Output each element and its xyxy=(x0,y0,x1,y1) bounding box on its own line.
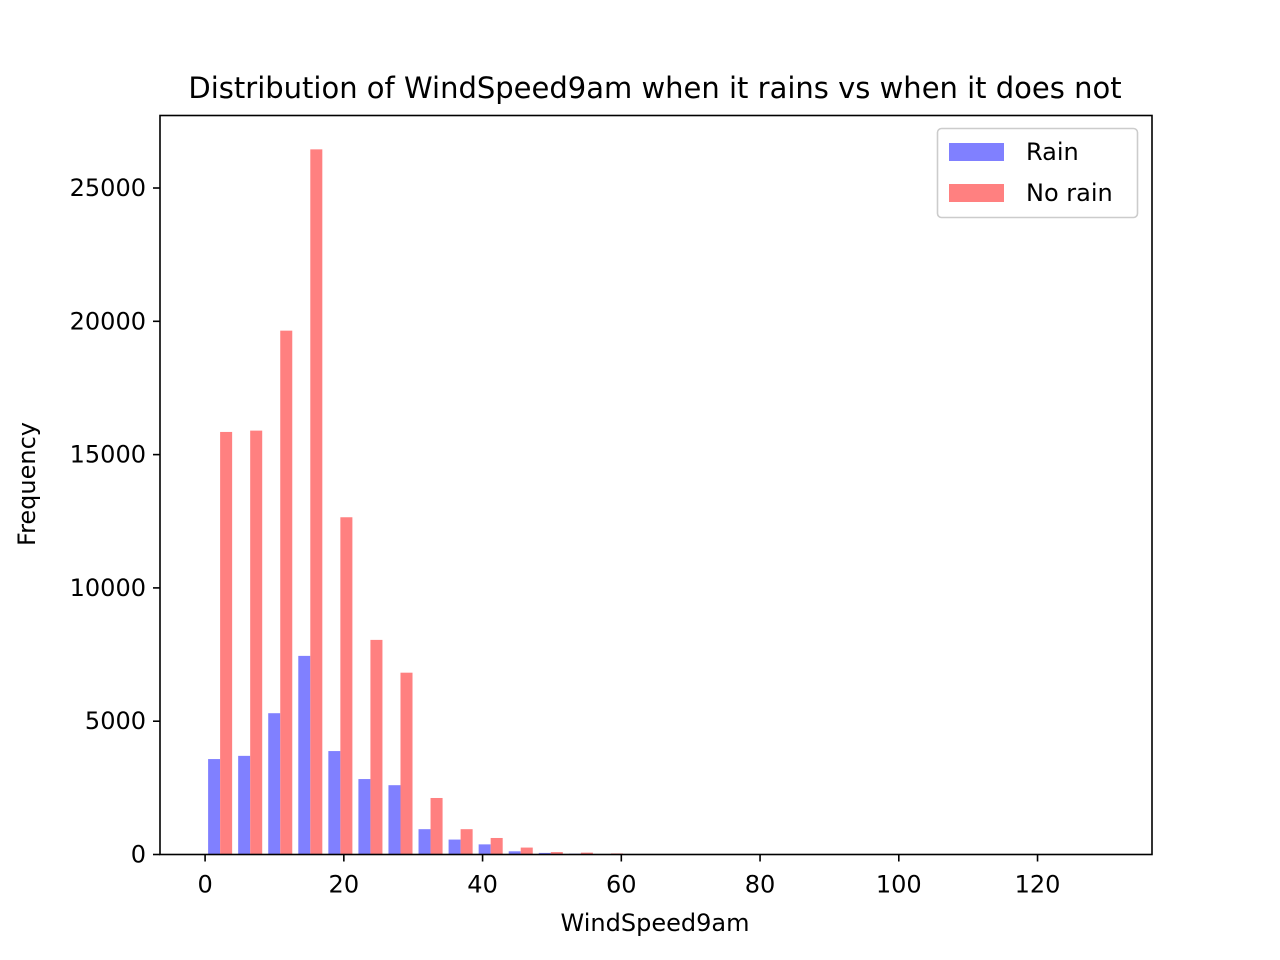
y-tick-label: 25000 xyxy=(70,174,146,202)
x-tick-label: 100 xyxy=(876,871,922,899)
bar-rain xyxy=(418,829,431,855)
legend-swatch-no-rain xyxy=(949,184,1004,202)
bar-rain xyxy=(388,785,401,855)
y-axis-ticks: 0 5000 10000 15000 20000 25000 xyxy=(70,174,160,869)
x-tick-label: 120 xyxy=(1015,871,1061,899)
bar-rain xyxy=(508,851,521,855)
bar-no-rain xyxy=(460,829,473,855)
bar-no-rain xyxy=(280,330,293,855)
bar-no-rain xyxy=(550,852,563,855)
legend-label-rain: Rain xyxy=(1026,138,1079,166)
bar-rain xyxy=(298,655,311,855)
bar-no-rain xyxy=(370,639,383,855)
bar-no-rain xyxy=(340,517,353,855)
plot-frame xyxy=(159,114,1153,856)
x-tick-label: 80 xyxy=(745,871,776,899)
x-tick-label: 60 xyxy=(606,871,637,899)
legend-swatch-rain xyxy=(949,143,1004,161)
bar-rain xyxy=(478,844,491,855)
y-tick-label: 15000 xyxy=(70,441,146,469)
bar-no-rain xyxy=(580,852,593,855)
y-tick-label: 10000 xyxy=(70,574,146,602)
x-tick-label: 0 xyxy=(197,871,212,899)
legend-label-no-rain: No rain xyxy=(1026,179,1113,207)
bar-no-rain xyxy=(250,430,263,855)
y-tick-label: 20000 xyxy=(70,307,146,335)
x-axis-ticks: 0 20 40 60 80 100 120 xyxy=(197,854,1061,899)
bar-no-rain xyxy=(400,672,413,855)
bar-rain xyxy=(358,779,371,855)
bar-rain xyxy=(208,759,221,855)
x-tick-label: 20 xyxy=(329,871,360,899)
bar-no-rain xyxy=(220,431,233,855)
bar-rain xyxy=(448,839,461,855)
bar-rain xyxy=(238,755,251,855)
x-axis-label: WindSpeed9am xyxy=(561,909,750,937)
y-axis-label: Frequency xyxy=(13,422,41,546)
chart-title: Distribution of WindSpeed9am when it rai… xyxy=(188,71,1121,105)
bar-no-rain xyxy=(430,797,443,855)
y-tick-label: 0 xyxy=(131,841,146,869)
bars-group xyxy=(208,149,1104,855)
bar-no-rain xyxy=(490,837,503,855)
y-tick-label: 5000 xyxy=(85,707,146,735)
legend: Rain No rain xyxy=(936,127,1139,219)
bar-no-rain xyxy=(520,847,533,855)
x-tick-label: 40 xyxy=(467,871,498,899)
bar-no-rain xyxy=(310,149,323,855)
bar-rain xyxy=(328,751,341,855)
bar-rain xyxy=(268,713,281,855)
